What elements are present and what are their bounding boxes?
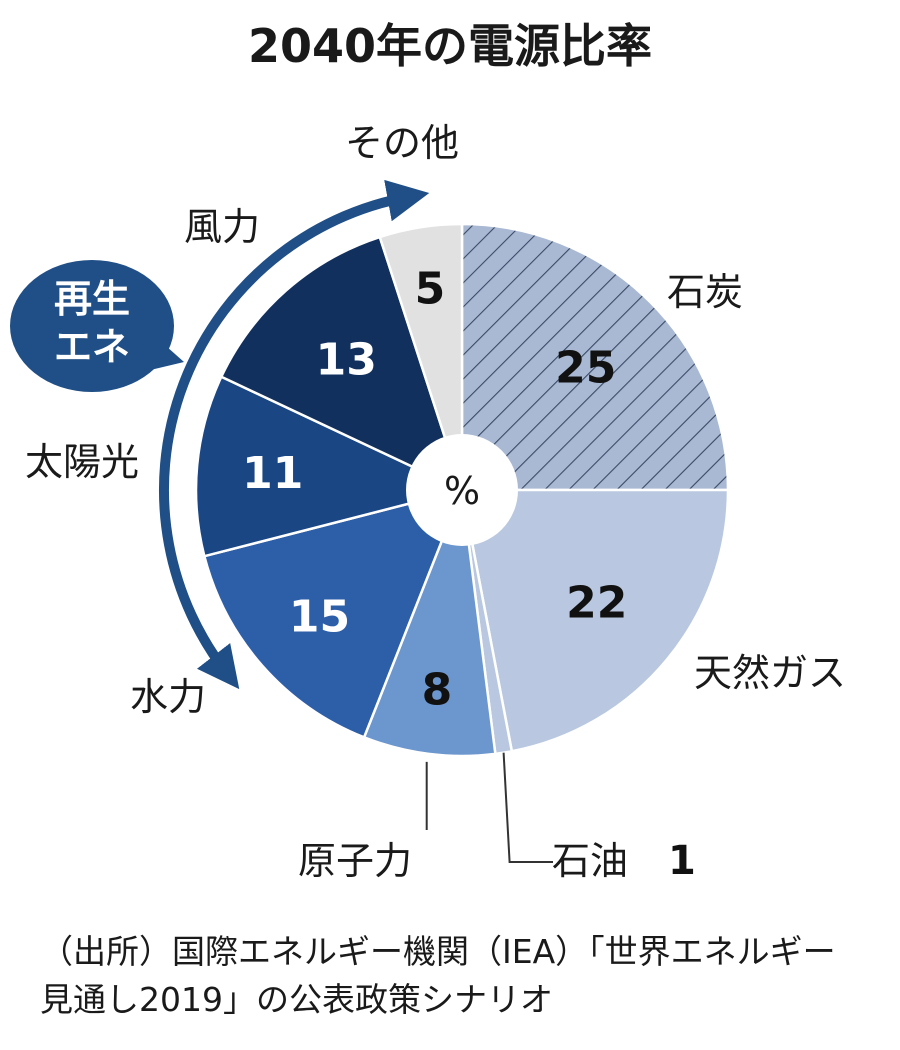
category-label-coal: 石炭 <box>667 270 743 314</box>
value-label-coal: 25 <box>555 342 616 393</box>
renewables-label-line-1: 再生 <box>54 277 130 321</box>
category-label-nuclear: 原子力 <box>298 839 412 883</box>
pie-slice-coal <box>460 222 730 492</box>
value-label-oil: 1 <box>668 838 696 884</box>
source-line-1: （出所）国際エネルギー機関（IEA）「世界エネルギー <box>40 932 836 971</box>
value-label-other: 5 <box>415 264 446 315</box>
chart-title: 2040年の電源比率 <box>248 19 652 73</box>
pie-slice-nuclear <box>362 489 497 758</box>
category-label-gas: 天然ガス <box>694 651 846 695</box>
category-label-wind: 風力 <box>184 205 260 249</box>
category-label-oil: 石油 <box>552 839 628 883</box>
renewables-arc-arrow <box>158 179 430 690</box>
renewables-bubble <box>10 260 174 392</box>
unit-label: % <box>444 469 480 513</box>
category-label-other: その他 <box>345 121 459 165</box>
value-label-gas: 22 <box>566 578 627 629</box>
category-label-hydro: 水力 <box>130 675 206 719</box>
value-label-wind: 13 <box>316 335 377 386</box>
value-label-solar: 11 <box>242 448 303 499</box>
renewables-label-line-2: エネ <box>54 325 130 369</box>
category-label-solar: 太陽光 <box>25 440 139 484</box>
renewables-arrow <box>158 179 430 690</box>
value-label-nuclear: 8 <box>422 664 453 715</box>
leader-line-oil <box>502 752 553 863</box>
source-line-2: 見通し2019」の公表政策シナリオ <box>40 980 553 1019</box>
pie-slice-gas <box>460 488 730 753</box>
value-label-hydro: 15 <box>289 592 350 643</box>
pie-center-hole <box>406 434 518 546</box>
